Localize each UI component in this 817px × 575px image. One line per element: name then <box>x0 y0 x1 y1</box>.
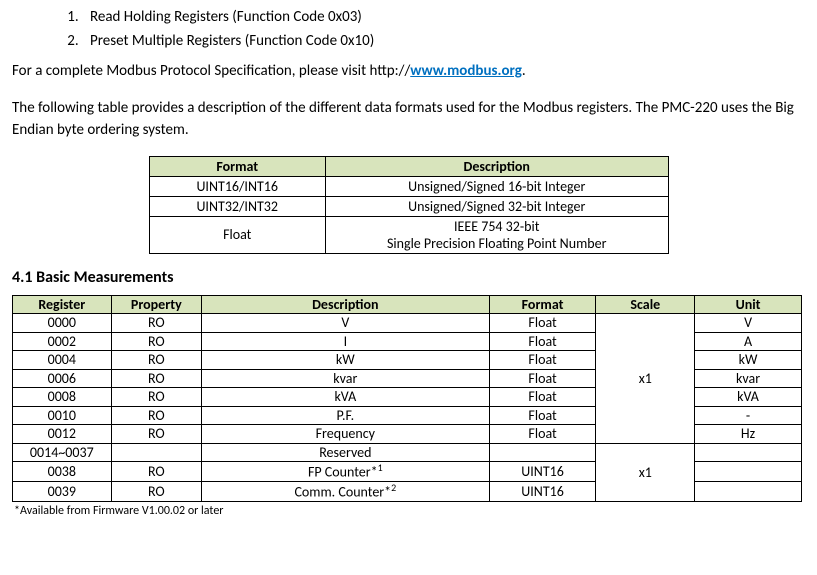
list-item: Preset Multiple Registers (Function Code… <box>82 32 805 50</box>
table-row: UINT16/INT16 Unsigned/Signed 16-bit Inte… <box>149 176 668 196</box>
cell-format: Float <box>489 351 596 370</box>
cell-desc: Unsigned/Signed 16-bit Integer <box>325 176 668 196</box>
cell-property: RO <box>111 482 201 502</box>
cell-unit: A <box>695 332 802 351</box>
cell-desc: FP Counter*1 <box>202 462 490 482</box>
col-header-format: Format <box>149 156 325 176</box>
cell-register: 0012 <box>13 425 112 444</box>
cell-property: RO <box>111 369 201 388</box>
cell-scale: x1 <box>596 314 695 444</box>
cell-format: UINT16 <box>489 462 596 482</box>
cell-property: RO <box>111 425 201 444</box>
spec-link-paragraph: For a complete Modbus Protocol Specifica… <box>12 60 805 83</box>
cell-format: Float <box>489 406 596 425</box>
col-header-scale: Scale <box>596 295 695 314</box>
measurements-table: Register Property Description Format Sca… <box>12 295 802 503</box>
col-header-register: Register <box>13 295 112 314</box>
cell-format: Float <box>489 425 596 444</box>
cell-desc: kW <box>202 351 490 370</box>
cell-format: UINT32/INT32 <box>149 196 325 216</box>
cell-unit <box>695 443 802 462</box>
cell-register: 0008 <box>13 388 112 407</box>
section-heading: 4.1 Basic Measurements <box>12 268 805 287</box>
intro-paragraph: The following table provides a descripti… <box>12 97 805 142</box>
cell-register: 0000 <box>13 314 112 333</box>
table-row-reserved: 0014~0037 Reserved x1 <box>13 443 802 462</box>
cell-desc: I <box>202 332 490 351</box>
cell-desc: P.F. <box>202 406 490 425</box>
cell-register: 0002 <box>13 332 112 351</box>
cell-unit: kW <box>695 351 802 370</box>
cell-register: 0006 <box>13 369 112 388</box>
cell-format: Float <box>149 216 325 253</box>
function-code-list: Read Holding Registers (Function Code 0x… <box>12 8 805 50</box>
cell-format: Float <box>489 314 596 333</box>
text: For a complete Modbus Protocol Specifica… <box>12 62 410 80</box>
cell-format: Float <box>489 332 596 351</box>
cell-desc: kVA <box>202 388 490 407</box>
table-row: UINT32/INT32 Unsigned/Signed 32-bit Inte… <box>149 196 668 216</box>
cell-property: RO <box>111 462 201 482</box>
cell-register: 0038 <box>13 462 112 482</box>
cell-property: RO <box>111 406 201 425</box>
footnote: *Available from Firmware V1.00.02 or lat… <box>14 504 805 518</box>
text: . <box>522 62 526 80</box>
cell-format: UINT16/INT16 <box>149 176 325 196</box>
cell-register: 0014~0037 <box>13 443 112 462</box>
cell-property: RO <box>111 332 201 351</box>
table-row: 0000 RO V Float x1 V <box>13 314 802 333</box>
formats-table: Format Description UINT16/INT16 Unsigned… <box>149 156 669 254</box>
cell-register: 0010 <box>13 406 112 425</box>
cell-format: Float <box>489 369 596 388</box>
table-row: Float IEEE 754 32-bit Single Precision F… <box>149 216 668 253</box>
cell-scale: x1 <box>596 443 695 502</box>
col-header-unit: Unit <box>695 295 802 314</box>
list-item: Read Holding Registers (Function Code 0x… <box>82 8 805 26</box>
modbus-link[interactable]: www.modbus.org <box>410 62 522 80</box>
cell-desc: kvar <box>202 369 490 388</box>
cell-desc: Reserved <box>202 443 490 462</box>
cell-unit <box>695 482 802 502</box>
cell-register: 0004 <box>13 351 112 370</box>
cell-property <box>111 443 201 462</box>
cell-unit: - <box>695 406 802 425</box>
cell-register: 0039 <box>13 482 112 502</box>
cell-format <box>489 443 596 462</box>
col-header-property: Property <box>111 295 201 314</box>
cell-unit: kVA <box>695 388 802 407</box>
col-header-format: Format <box>489 295 596 314</box>
col-header-description: Description <box>325 156 668 176</box>
cell-desc: Frequency <box>202 425 490 444</box>
cell-unit: kvar <box>695 369 802 388</box>
cell-unit: Hz <box>695 425 802 444</box>
cell-unit: V <box>695 314 802 333</box>
cell-desc: IEEE 754 32-bit Single Precision Floatin… <box>325 216 668 253</box>
cell-property: RO <box>111 314 201 333</box>
cell-format: UINT16 <box>489 482 596 502</box>
cell-property: RO <box>111 351 201 370</box>
cell-desc: Unsigned/Signed 32-bit Integer <box>325 196 668 216</box>
cell-desc: Comm. Counter*2 <box>202 482 490 502</box>
col-header-description: Description <box>202 295 490 314</box>
cell-unit <box>695 462 802 482</box>
cell-property: RO <box>111 388 201 407</box>
cell-desc: V <box>202 314 490 333</box>
cell-format: Float <box>489 388 596 407</box>
